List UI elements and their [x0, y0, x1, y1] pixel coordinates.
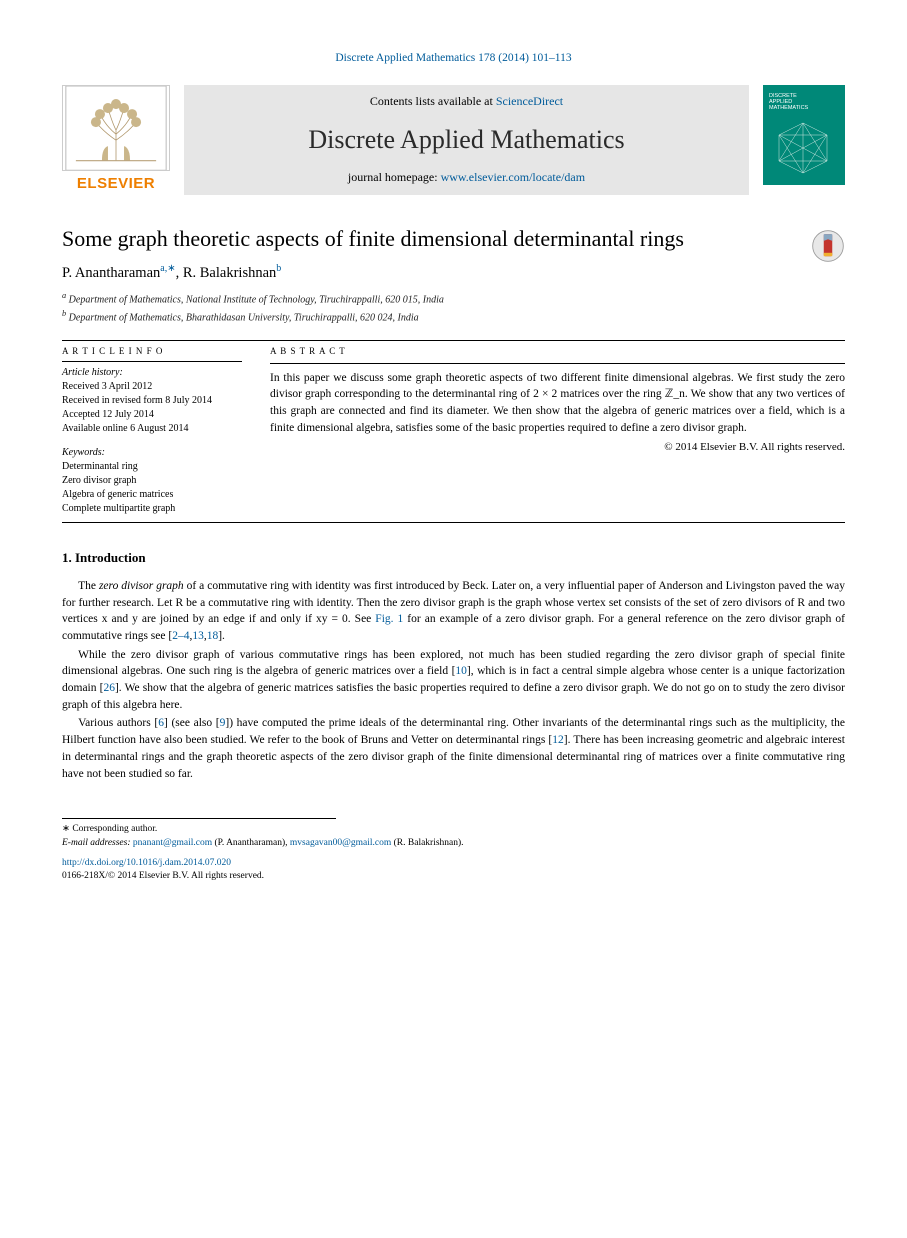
cover-art-icon: [771, 119, 835, 177]
cite-18[interactable]: 18: [207, 630, 219, 642]
affil-a: Department of Mathematics, National Inst…: [69, 294, 444, 305]
cite-26[interactable]: 26: [103, 682, 115, 694]
homepage-link[interactable]: www.elsevier.com/locate/dam: [441, 170, 586, 184]
email-2[interactable]: mvsagavan00@gmail.com: [290, 838, 391, 848]
cite-13[interactable]: 13: [192, 630, 204, 642]
affiliations: a Department of Mathematics, National In…: [62, 290, 845, 326]
affil-a-mark: a: [62, 291, 66, 300]
journal-title: Discrete Applied Mathematics: [194, 121, 739, 159]
affil-b: Department of Mathematics, Bharathidasan…: [69, 313, 419, 324]
elsevier-logo[interactable]: ELSEVIER: [62, 85, 170, 195]
cover-title: DISCRETEAPPLIEDMATHEMATICS: [769, 93, 808, 111]
elsevier-tree-icon: [62, 85, 170, 171]
affil-b-mark: b: [62, 309, 66, 318]
info-abstract-row: A R T I C L E I N F O Article history: R…: [62, 345, 845, 517]
emails-prefix: E-mail addresses:: [62, 838, 133, 848]
intro-p1: The zero divisor graph of a commutative …: [62, 578, 845, 645]
email-1[interactable]: pnanant@gmail.com: [133, 838, 212, 848]
abstract-p1: In this paper we discuss some graph theo…: [270, 370, 845, 437]
author-2: R. Balakrishnan: [183, 265, 276, 281]
homepage-line: journal homepage: www.elsevier.com/locat…: [194, 169, 739, 188]
center-panel: Contents lists available at ScienceDirec…: [184, 85, 749, 195]
hist-label: Article history:: [62, 366, 242, 380]
emails-line: E-mail addresses: pnanant@gmail.com (P. …: [62, 837, 845, 851]
crossmark-icon[interactable]: [811, 229, 845, 263]
kw-1: Determinantal ring: [62, 460, 242, 474]
email-2-name: (R. Balakrishnan).: [391, 838, 463, 848]
kw-2: Zero divisor graph: [62, 474, 242, 488]
p1-ital: zero divisor graph: [99, 580, 184, 592]
homepage-prefix: journal homepage:: [348, 170, 441, 184]
author-1-mark: a,∗: [160, 263, 175, 274]
contents-prefix: Contents lists available at: [370, 94, 496, 108]
intro-p2: While the zero divisor graph of various …: [62, 647, 845, 714]
p1-after: ].: [218, 630, 225, 642]
article-info-heading: A R T I C L E I N F O: [62, 345, 242, 358]
paper-title: Some graph theoretic aspects of finite d…: [62, 225, 845, 253]
abstract-heading: A B S T R A C T: [270, 345, 845, 358]
cite-10[interactable]: 10: [455, 665, 467, 677]
email-1-name: (P. Anantharaman),: [212, 838, 290, 848]
corresponding-note: ∗ Corresponding author.: [62, 823, 845, 837]
kw-4: Complete multipartite graph: [62, 502, 242, 516]
article-info: A R T I C L E I N F O Article history: R…: [62, 345, 242, 517]
contents-line: Contents lists available at ScienceDirec…: [194, 91, 739, 110]
p3-b: ] (see also [: [164, 717, 220, 729]
authors: P. Anantharamana,∗, R. Balakrishnanb: [62, 262, 845, 284]
issn-line: 0166-218X/© 2014 Elsevier B.V. All right…: [62, 871, 264, 881]
doi-link[interactable]: http://dx.doi.org/10.1016/j.dam.2014.07.…: [62, 858, 231, 868]
cite-2-4[interactable]: 2–4: [172, 630, 189, 642]
p3-a: Various authors [: [78, 717, 158, 729]
hist-3: Accepted 12 July 2014: [62, 408, 242, 422]
kw-3: Algebra of generic matrices: [62, 488, 242, 502]
section-1-title: 1. Introduction: [62, 549, 845, 568]
journal-cover[interactable]: DISCRETEAPPLIEDMATHEMATICS: [763, 85, 845, 195]
citation: Discrete Applied Mathematics 178 (2014) …: [62, 50, 845, 67]
journal-header: ELSEVIER Contents lists available at Sci…: [62, 85, 845, 195]
p1-pre: The: [78, 580, 99, 592]
hist-1: Received 3 April 2012: [62, 380, 242, 394]
sciencedirect-link[interactable]: ScienceDirect: [496, 94, 563, 108]
body-text: The zero divisor graph of a commutative …: [62, 578, 845, 782]
abstract: A B S T R A C T In this paper we discuss…: [270, 345, 845, 517]
cite-12[interactable]: 12: [552, 734, 564, 746]
elsevier-text: ELSEVIER: [77, 171, 155, 195]
abstract-copyright: © 2014 Elsevier B.V. All rights reserved…: [270, 440, 845, 456]
keywords-title: Keywords:: [62, 446, 242, 460]
hist-4: Available online 6 August 2014: [62, 422, 242, 436]
cite-fig1[interactable]: Fig. 1: [375, 613, 403, 625]
footnotes: ∗ Corresponding author. E-mail addresses…: [62, 819, 845, 851]
hist-2: Received in revised form 8 July 2014: [62, 394, 242, 408]
p2-c: ]. We show that the algebra of generic m…: [62, 682, 845, 711]
author-1: P. Anantharaman: [62, 265, 160, 281]
author-2-mark: b: [276, 263, 281, 274]
intro-p3: Various authors [6] (see also [9]) have …: [62, 715, 845, 782]
